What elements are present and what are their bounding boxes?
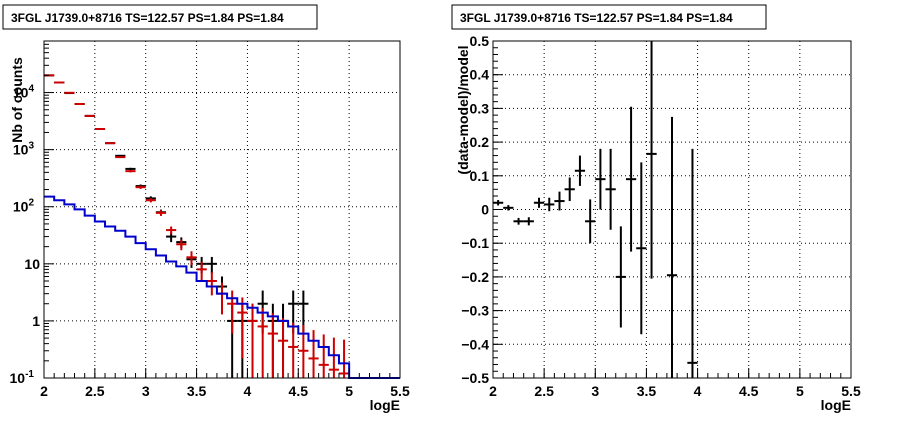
x-tick-label: 2 (489, 383, 497, 399)
counts-x-axis-label: logE (370, 397, 400, 413)
y-tick-exponent: 2 (28, 198, 34, 209)
counts-title-box (2, 4, 318, 30)
residual-title: 3FGL J1739.0+8716 TS=122.57 PS=1.84 PS=1… (460, 11, 733, 25)
x-tick-label: 2.5 (85, 383, 105, 399)
x-tick-label: 2 (40, 383, 48, 399)
residual-data (493, 41, 698, 378)
y-tick-label: 0.2 (470, 134, 490, 150)
residual-panel: 3FGL J1739.0+8716 TS=122.57 PS=1.84 PS=1… (451, 4, 861, 413)
counts-data (44, 74, 400, 379)
residual-y-axis-label: (data-model)/model (455, 45, 471, 174)
x-tick-label: 5.5 (841, 383, 861, 399)
x-tick-label: 4.5 (739, 383, 759, 399)
counts-frame (43, 40, 401, 379)
y-tick-label: 10-1 (10, 369, 35, 386)
y-tick-exponent: 3 (28, 141, 34, 152)
y-tick-label: 103 (13, 141, 35, 158)
counts-panel: 3FGL J1739.0+8716 TS=122.57 PS=1.84 PS=1… (2, 4, 410, 413)
residual-axes: 2 2.5 3 3.5 4 4.5 5 5.5 −0.5 −0.4 −0.3 −0.2 −0.1 0 0.1… (461, 33, 861, 399)
y-tick-base: 10 (13, 85, 29, 101)
y-tick-label: 102 (13, 198, 35, 215)
residual-frame (492, 40, 852, 379)
y-tick-exponent: 4 (28, 84, 34, 95)
x-tick-label: 2.5 (534, 383, 554, 399)
y-tick-base: 10 (13, 142, 29, 158)
y-tick-label: −0.1 (461, 235, 489, 251)
counts-title: 3FGL J1739.0+8716 TS=122.57 PS=1.84 PS=1… (11, 11, 284, 25)
x-tick-label: 3.5 (637, 383, 657, 399)
y-tick-exponent: -1 (25, 369, 34, 380)
y-tick-label: 1 (32, 313, 40, 329)
x-tick-label: 5.5 (390, 383, 410, 399)
y-tick-base: 10 (10, 370, 26, 386)
y-tick-label: 0.3 (470, 100, 490, 116)
model-step-line (44, 195, 400, 379)
x-tick-label: 3.5 (187, 383, 207, 399)
y-tick-label: 10 (24, 256, 40, 272)
x-tick-label: 4.5 (289, 383, 309, 399)
residual-title-box (451, 4, 767, 30)
x-tick-label: 4 (244, 383, 252, 399)
y-tick-label: −0.2 (461, 269, 489, 285)
counts-grid (44, 41, 400, 378)
y-tick-label: −0.4 (461, 336, 489, 352)
y-tick-label: 0.1 (470, 168, 490, 184)
residual-x-axis-label: logE (821, 397, 851, 413)
counts-y-axis-label: Nb of counts (9, 57, 25, 143)
y-tick-label: 0.5 (470, 33, 490, 49)
x-tick-label: 5 (345, 383, 353, 399)
x-tick-label: 3 (591, 383, 599, 399)
x-tick-label: 4 (694, 383, 702, 399)
y-tick-label: 0.4 (470, 67, 490, 83)
y-tick-label: −0.3 (461, 303, 489, 319)
x-tick-label: 3 (142, 383, 150, 399)
y-tick-label: 104 (13, 84, 35, 101)
x-tick-label: 5 (796, 383, 804, 399)
y-tick-label: −0.5 (461, 370, 489, 386)
y-tick-label: 0 (481, 202, 489, 218)
residual-grid (493, 41, 851, 378)
y-tick-base: 10 (13, 199, 29, 215)
